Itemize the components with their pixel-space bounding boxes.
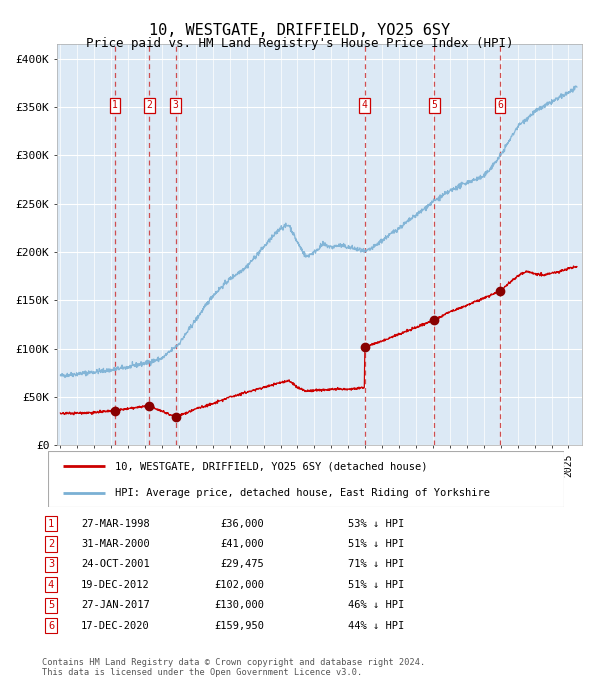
- Text: £29,475: £29,475: [220, 560, 264, 569]
- Text: 51% ↓ HPI: 51% ↓ HPI: [348, 580, 404, 590]
- Text: 2: 2: [146, 100, 152, 110]
- Text: £102,000: £102,000: [214, 580, 264, 590]
- Text: 46% ↓ HPI: 46% ↓ HPI: [348, 600, 404, 610]
- Text: 4: 4: [48, 580, 54, 590]
- Text: 1: 1: [48, 519, 54, 528]
- Text: 71% ↓ HPI: 71% ↓ HPI: [348, 560, 404, 569]
- Text: 31-MAR-2000: 31-MAR-2000: [81, 539, 150, 549]
- Text: 53% ↓ HPI: 53% ↓ HPI: [348, 519, 404, 528]
- Text: HPI: Average price, detached house, East Riding of Yorkshire: HPI: Average price, detached house, East…: [115, 488, 490, 498]
- Text: Price paid vs. HM Land Registry's House Price Index (HPI): Price paid vs. HM Land Registry's House …: [86, 37, 514, 50]
- Text: 5: 5: [48, 600, 54, 610]
- Text: £130,000: £130,000: [214, 600, 264, 610]
- Text: 1: 1: [112, 100, 118, 110]
- Text: £36,000: £36,000: [220, 519, 264, 528]
- Text: 5: 5: [431, 100, 437, 110]
- Text: 10, WESTGATE, DRIFFIELD, YO25 6SY: 10, WESTGATE, DRIFFIELD, YO25 6SY: [149, 23, 451, 38]
- Text: 3: 3: [173, 100, 179, 110]
- Text: 10, WESTGATE, DRIFFIELD, YO25 6SY (detached house): 10, WESTGATE, DRIFFIELD, YO25 6SY (detac…: [115, 462, 428, 471]
- Text: 24-OCT-2001: 24-OCT-2001: [81, 560, 150, 569]
- Text: 51% ↓ HPI: 51% ↓ HPI: [348, 539, 404, 549]
- Text: 4: 4: [362, 100, 368, 110]
- Text: £159,950: £159,950: [214, 621, 264, 630]
- Text: 17-DEC-2020: 17-DEC-2020: [81, 621, 150, 630]
- Text: 3: 3: [48, 560, 54, 569]
- Text: 44% ↓ HPI: 44% ↓ HPI: [348, 621, 404, 630]
- Text: 19-DEC-2012: 19-DEC-2012: [81, 580, 150, 590]
- Text: 27-JAN-2017: 27-JAN-2017: [81, 600, 150, 610]
- Text: £41,000: £41,000: [220, 539, 264, 549]
- Text: Contains HM Land Registry data © Crown copyright and database right 2024.: Contains HM Land Registry data © Crown c…: [42, 658, 425, 667]
- Text: This data is licensed under the Open Government Licence v3.0.: This data is licensed under the Open Gov…: [42, 668, 362, 677]
- Text: 27-MAR-1998: 27-MAR-1998: [81, 519, 150, 528]
- Text: 6: 6: [48, 621, 54, 630]
- Text: 2: 2: [48, 539, 54, 549]
- Text: 6: 6: [497, 100, 503, 110]
